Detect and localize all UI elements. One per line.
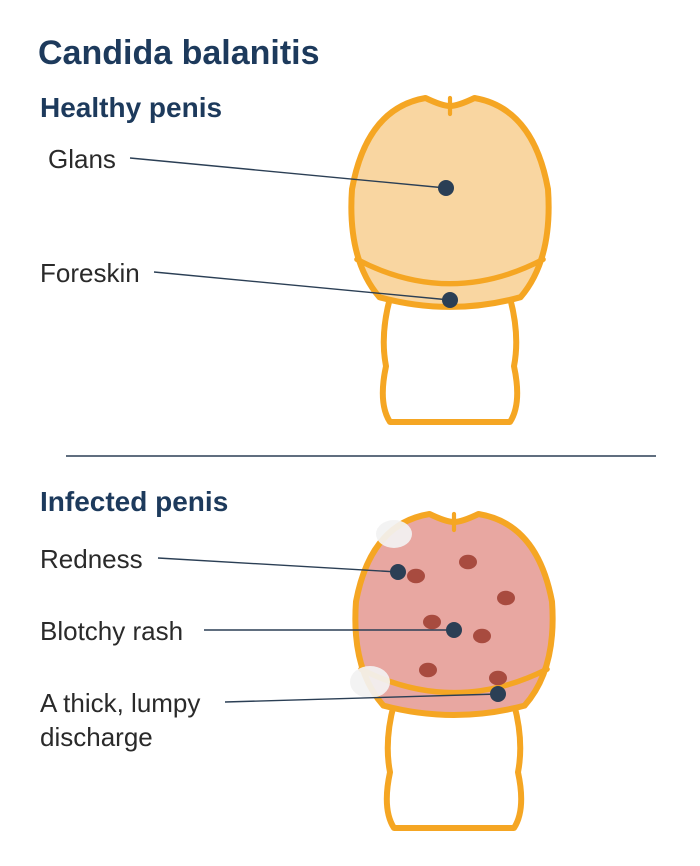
section2-subtitle: Infected penis: [40, 486, 228, 518]
label-redness: Redness: [40, 544, 143, 575]
infographic-canvas: Candida balanitis Healthy penis Glans Fo…: [0, 0, 700, 866]
section1-subtitle: Healthy penis: [40, 92, 222, 124]
label-glans: Glans: [48, 144, 116, 175]
label-blotchy-rash: Blotchy rash: [40, 616, 183, 647]
label-discharge-line2: discharge: [40, 722, 153, 753]
label-foreskin: Foreskin: [40, 258, 140, 289]
main-title: Candida balanitis: [38, 34, 320, 73]
label-discharge-line1: A thick, lumpy: [40, 688, 200, 719]
